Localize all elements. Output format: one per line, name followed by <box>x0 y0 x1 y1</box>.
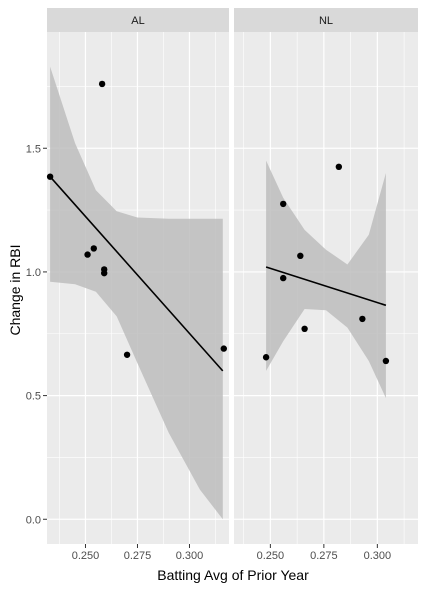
data-point <box>382 357 390 365</box>
x-axis-title: Batting Avg of Prior Year <box>157 567 309 583</box>
y-axis-title: Change in RBI <box>7 244 23 335</box>
facet-strip <box>234 8 418 32</box>
regression-line <box>49 176 224 372</box>
data-point <box>123 351 131 358</box>
data-point <box>359 315 366 323</box>
y-tick-label: 0.0 <box>26 514 41 526</box>
y-tick-label: 1.5 <box>26 143 41 155</box>
data-point <box>90 245 98 252</box>
facet-strip <box>47 8 229 32</box>
y-axis: 0.0 0.5 1.0 1.5 <box>26 143 47 526</box>
x-tick-label: 0.250 <box>72 550 100 562</box>
data-point <box>280 200 287 208</box>
facet-strip-label: AL <box>131 15 144 27</box>
x-axis: 0.250 0.275 0.300 0.250 0.275 0.300 <box>72 544 391 562</box>
data-point <box>98 80 106 88</box>
panel-nl: NL <box>234 8 418 544</box>
data-point <box>220 345 227 352</box>
x-tick-label: 0.275 <box>310 550 338 562</box>
facet-strip-label: NL <box>319 15 333 27</box>
confidence-ribbon <box>50 66 223 520</box>
y-tick-label: 1.0 <box>26 267 41 279</box>
x-tick-label: 0.300 <box>364 550 392 562</box>
panel-al: AL <box>46 8 229 544</box>
data-point <box>301 325 308 333</box>
x-tick-label: 0.250 <box>257 550 285 562</box>
y-tick-label: 0.5 <box>26 391 41 403</box>
data-point <box>101 269 108 277</box>
data-point <box>280 274 287 282</box>
data-point <box>297 252 304 260</box>
regression-line <box>265 266 387 307</box>
x-tick-label: 0.275 <box>124 550 152 562</box>
data-point <box>46 173 54 180</box>
confidence-ribbon <box>266 160 386 399</box>
data-point <box>84 251 91 258</box>
data-point <box>262 354 270 361</box>
x-tick-label: 0.300 <box>176 550 204 562</box>
data-point <box>335 163 343 171</box>
